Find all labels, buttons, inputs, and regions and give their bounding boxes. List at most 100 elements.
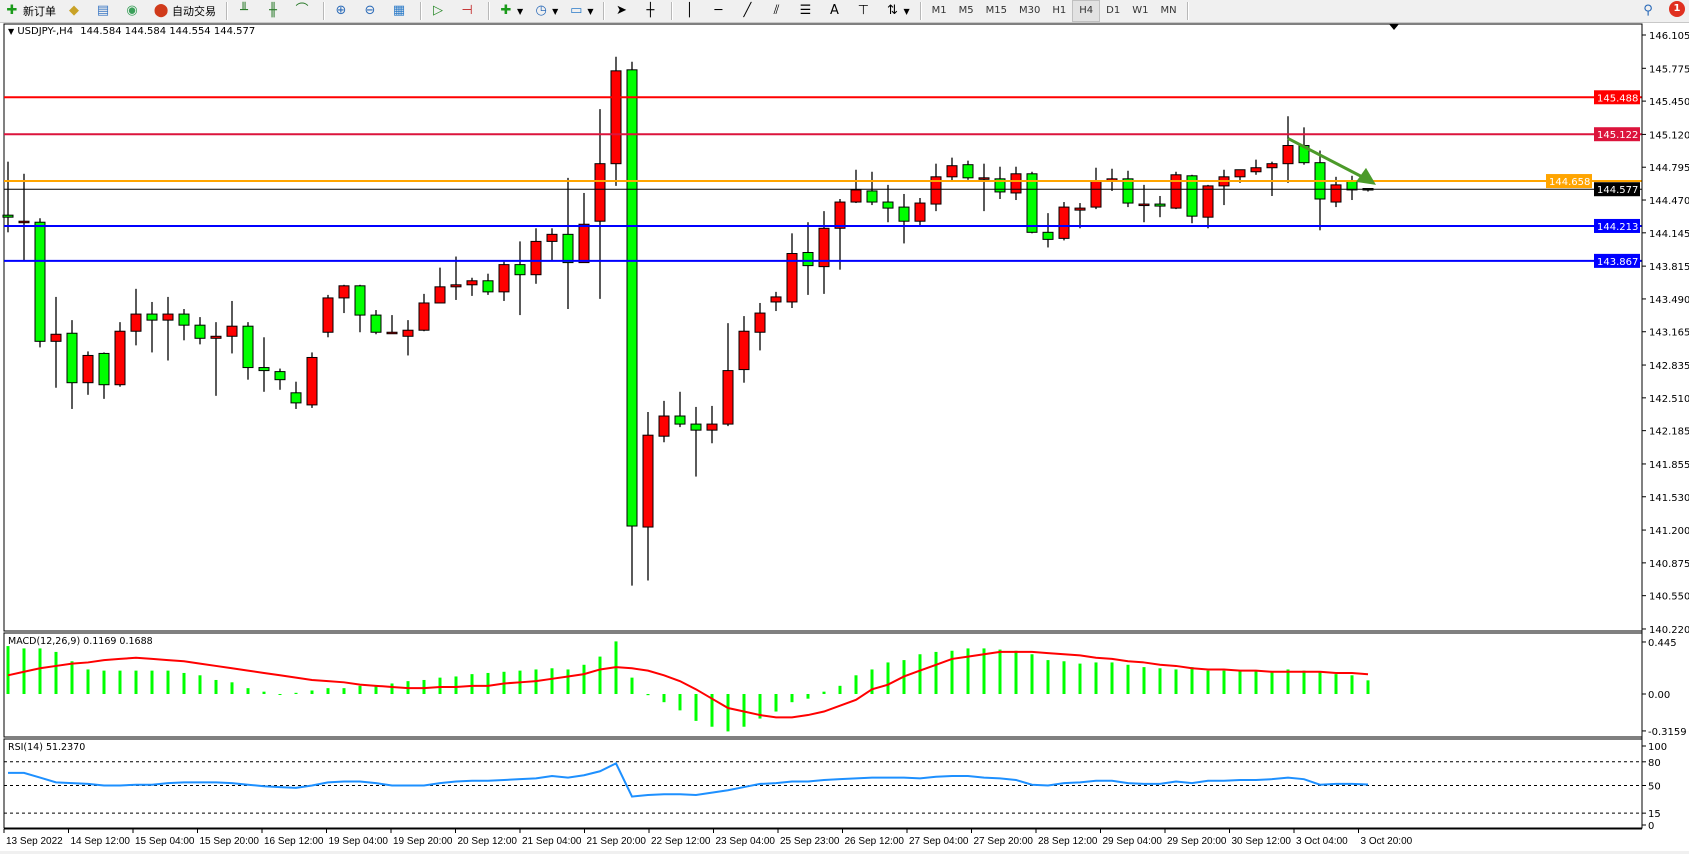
horizontal-line-tool[interactable]: ─	[706, 1, 733, 21]
candle-body	[242, 325, 254, 369]
market-watch-button[interactable]: ◆	[62, 1, 89, 21]
timeframe-h1[interactable]: H1	[1052, 5, 1067, 16]
candle	[466, 277, 478, 296]
timeframe-h4[interactable]: H4	[1072, 0, 1101, 22]
chart-shift-button[interactable]: ⊣	[455, 1, 482, 21]
macd-histogram-bar	[1190, 667, 1194, 694]
line-chart-button[interactable]: ⌒	[290, 1, 317, 21]
toolbar-separator	[1186, 2, 1189, 20]
zoom-in-button[interactable]: ⊕	[329, 1, 356, 21]
cursor-tool[interactable]: ➤	[609, 1, 636, 21]
price-tick-label: 144.470	[1649, 196, 1689, 207]
chart-shift-marker-icon[interactable]	[1389, 24, 1399, 30]
candle-body	[1138, 203, 1150, 207]
candle-body	[914, 202, 926, 222]
bar-chart-button[interactable]: ╨	[232, 1, 259, 21]
candle	[722, 323, 734, 427]
candle	[674, 391, 686, 428]
arrows-tool[interactable]: ⇅ ▼	[880, 1, 913, 21]
macd-histogram-bar	[1254, 670, 1258, 694]
new-order-button[interactable]: ✚ 新订单	[0, 1, 60, 21]
macd-histogram-bar	[230, 682, 234, 694]
toolbar-separator	[919, 2, 922, 20]
arrows-icon: ⇅	[887, 3, 898, 18]
macd-histogram-bar	[854, 675, 858, 694]
text-label-tool[interactable]: ⊤	[851, 1, 878, 21]
candle-body	[1234, 169, 1246, 178]
periods-button[interactable]: ◷ ▼	[529, 1, 562, 21]
timeframe-d1[interactable]: D1	[1106, 5, 1121, 16]
candle-body	[674, 415, 686, 425]
dropdown-arrow-icon: ▼	[587, 6, 594, 16]
search-button[interactable]: ⚲	[1636, 1, 1663, 21]
zoom-out-button[interactable]: ⊖	[358, 1, 385, 21]
price-line-label-box	[1594, 182, 1640, 197]
tile-windows-button[interactable]: ▦	[387, 1, 414, 21]
timeframe-mn[interactable]: MN	[1160, 5, 1177, 16]
candle	[610, 56, 622, 186]
rsi-panel[interactable]	[3, 738, 1643, 829]
dropdown-arrow-icon: ▼	[552, 6, 559, 16]
candlestick-button[interactable]: ╫	[261, 1, 288, 21]
indicators-button[interactable]: ✚ ▼	[494, 1, 527, 21]
time-tick-label: 21 Sep 04:00	[522, 836, 582, 847]
new-order-label: 新订单	[23, 5, 56, 18]
timeframe-m30[interactable]: M30	[1018, 5, 1041, 16]
macd-histogram-bar	[1062, 661, 1066, 694]
trendline-tool[interactable]: ╱	[735, 1, 762, 21]
gold-bar-icon: ◆	[69, 3, 79, 18]
timeframe-m15[interactable]: M15	[985, 5, 1007, 16]
timeframe-m5[interactable]: M5	[958, 5, 974, 16]
navigator-button[interactable]: ▤	[91, 1, 118, 21]
chart-canvas[interactable]: 146.105 145.775 145.450 145.120 144.795 144.4…	[0, 23, 1689, 851]
collapse-arrow-icon[interactable]: ▼	[8, 27, 15, 36]
auto-scroll-button[interactable]: ▷	[426, 1, 453, 21]
candle	[1138, 184, 1150, 223]
auto-trading-button[interactable]: ⬤ 自动交易	[149, 1, 220, 21]
candle	[546, 228, 558, 261]
trend-arrow-line[interactable]	[1287, 137, 1367, 181]
text-tool[interactable]: A	[822, 1, 849, 21]
candle-body	[386, 331, 398, 335]
signals-button[interactable]: ◉	[120, 1, 147, 21]
candle	[578, 192, 590, 264]
dropdown-arrow-icon: ▼	[517, 6, 524, 16]
candle	[978, 163, 990, 212]
chart-window[interactable]: 146.105 145.775 145.450 145.120 144.795 144.4…	[0, 23, 1689, 851]
candle-body	[1170, 174, 1182, 209]
candle-body	[802, 252, 814, 267]
candle	[386, 315, 398, 335]
macd-histogram-bar	[486, 672, 490, 694]
macd-histogram-bar	[982, 648, 986, 694]
time-tick-label: 16 Sep 12:00	[264, 836, 324, 847]
macd-histogram-bar	[1158, 668, 1162, 694]
candle-body	[546, 233, 558, 242]
time-tick-label: 25 Sep 23:00	[780, 836, 840, 847]
crosshair-tool[interactable]: ┼	[638, 1, 665, 21]
candle	[1058, 202, 1070, 241]
vertical-line-tool[interactable]: │	[677, 1, 704, 21]
macd-histogram-bar	[134, 670, 138, 694]
candle	[1154, 195, 1166, 218]
macd-panel[interactable]	[3, 632, 1643, 738]
fibonacci-tool[interactable]: ☰	[793, 1, 820, 21]
price-tick-label: 140.220	[1649, 625, 1689, 636]
candle-body	[1202, 185, 1214, 218]
candle-body	[786, 253, 798, 303]
timeframe-m1[interactable]: M1	[931, 5, 947, 16]
macd-histogram-bar	[1078, 663, 1082, 694]
templates-button[interactable]: ▭ ▼	[564, 1, 597, 21]
notification-badge[interactable]: 1	[1669, 1, 1685, 17]
time-tick-label: 27 Sep 20:00	[974, 836, 1034, 847]
candle-body	[498, 264, 510, 293]
candle-body	[578, 223, 590, 264]
candle	[882, 184, 894, 223]
time-tick-label: 19 Sep 04:00	[329, 836, 389, 847]
main-panel[interactable]	[3, 23, 1643, 632]
candle-body	[994, 178, 1006, 193]
macd-histogram-bar	[790, 694, 794, 703]
timeframe-w1[interactable]: W1	[1132, 5, 1149, 16]
candle	[178, 309, 190, 341]
equidistant-channel-tool[interactable]: ⫽	[764, 1, 791, 21]
price-tick-label: 143.815	[1649, 262, 1689, 273]
